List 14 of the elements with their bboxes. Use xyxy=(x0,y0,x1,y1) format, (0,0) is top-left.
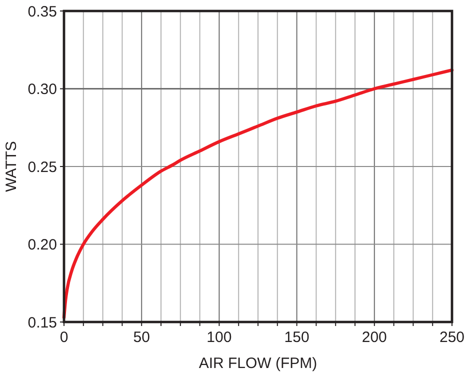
x-tick-label: 250 xyxy=(439,329,465,346)
x-tick-label: 0 xyxy=(60,329,68,346)
x-tick-label: 200 xyxy=(362,329,387,346)
line-series xyxy=(62,68,454,319)
y-tick-label: 0.25 xyxy=(28,158,57,176)
y-tick-label: 0.20 xyxy=(28,236,57,254)
x-tick-label: 150 xyxy=(284,329,310,346)
y-axis-title: WATTS xyxy=(3,141,20,192)
y-tick-label: 0.35 xyxy=(28,3,57,20)
x-tick-label: 100 xyxy=(206,329,232,346)
y-tick-label: 0.15 xyxy=(28,314,57,332)
y-tick-label: 0.30 xyxy=(28,81,57,98)
x-axis-title: AIR FLOW (FPM) xyxy=(198,355,318,372)
x-tick-label: 50 xyxy=(133,329,150,346)
